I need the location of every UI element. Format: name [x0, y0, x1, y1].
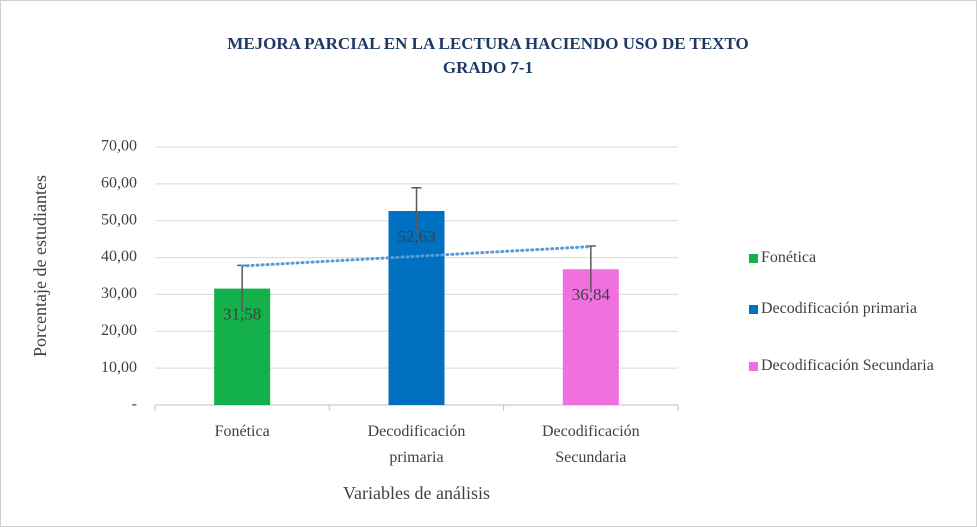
- y-tick-label: 50,00: [101, 211, 137, 228]
- x-tick-label: Fonética: [215, 423, 270, 440]
- bar: [388, 211, 445, 405]
- legend-label: Decodificación Secundaria: [761, 357, 934, 374]
- y-axis-title: Porcentaje de estudiantes: [30, 175, 50, 357]
- legend-swatch: [749, 305, 758, 314]
- x-tick-label: Decodificación primaria: [368, 423, 466, 466]
- data-label: 36,84: [572, 285, 611, 304]
- x-axis-title: Variables de análisis: [343, 483, 490, 503]
- legend-swatch: [749, 254, 758, 263]
- y-tick-label: 10,00: [101, 359, 137, 376]
- data-label: 52,63: [397, 227, 435, 246]
- legend-label: Decodificación primaria: [761, 300, 917, 317]
- trendline: [240, 245, 593, 268]
- y-tick-label: 60,00: [101, 175, 137, 192]
- y-tick-label: 70,00: [101, 138, 137, 155]
- chart-title: MEJORA PARCIAL EN LA LECTURA HACIENDO US…: [227, 34, 748, 77]
- y-tick-label: 20,00: [101, 322, 137, 339]
- x-tick-label: Decodificación Secundaria: [542, 423, 640, 466]
- y-tick-label: 30,00: [101, 285, 137, 302]
- data-label: 31,58: [223, 305, 261, 324]
- error-bar: [411, 187, 422, 235]
- y-tick-label: -: [132, 396, 137, 413]
- legend-label: Fonética: [761, 249, 816, 266]
- legend-swatch: [749, 362, 758, 371]
- y-tick-label: 40,00: [101, 248, 137, 265]
